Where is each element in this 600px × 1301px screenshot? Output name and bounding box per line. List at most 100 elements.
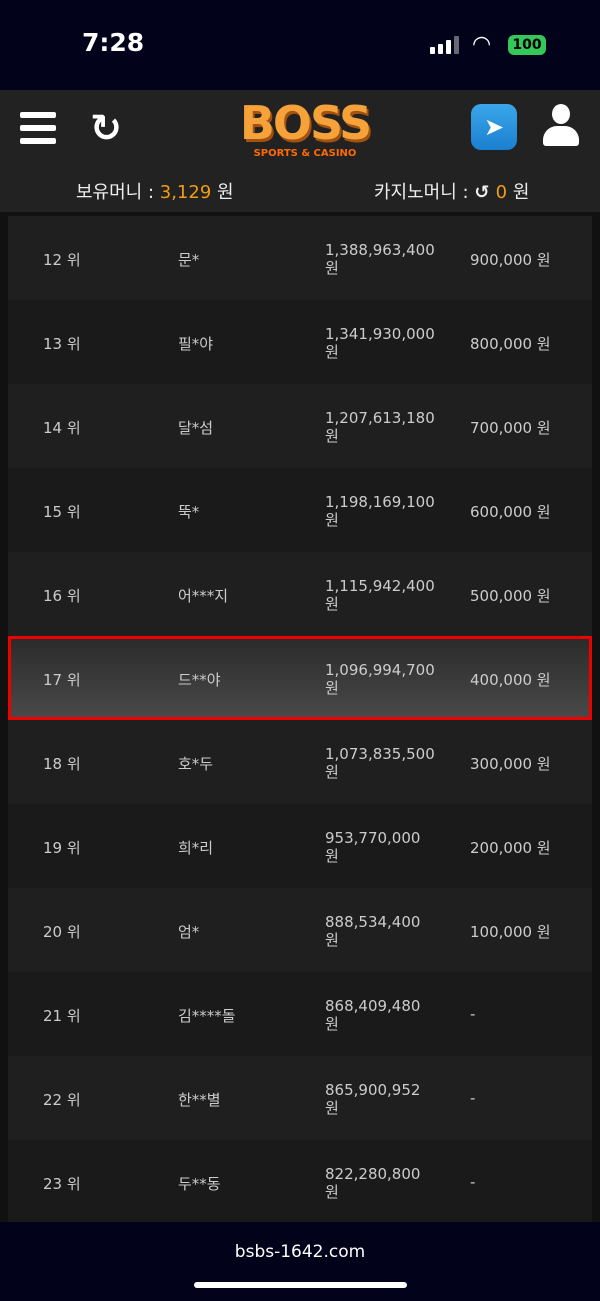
user-name: 엄* xyxy=(178,923,200,941)
battery-icon: 100 xyxy=(508,35,546,55)
amount-unit: 원 xyxy=(325,259,339,277)
amount-unit: 원 xyxy=(325,343,339,361)
rank: 12 위 xyxy=(43,251,81,269)
table-row-highlighted: 17 위 드**야 1,096,994,700 원 400,000 원 xyxy=(8,636,592,720)
bet-amount: 1,096,994,700 원 xyxy=(325,661,435,697)
amount-value: 1,115,942,400 xyxy=(325,577,435,595)
table-row: 23 위 두**동 822,280,800 원 - xyxy=(8,1140,592,1224)
wifi-icon: ◠ xyxy=(472,32,492,57)
bet-amount: 865,900,952 원 xyxy=(325,1081,420,1117)
logo[interactable]: BOSS SPORTS & CASINO xyxy=(225,98,385,168)
bet-amount: 868,409,480 원 xyxy=(325,997,420,1033)
menu-icon[interactable] xyxy=(20,112,56,144)
prize: 600,000 원 xyxy=(470,503,551,521)
amount-value: 822,280,800 xyxy=(325,1165,421,1183)
bet-amount: 1,388,963,400 원 xyxy=(325,241,435,277)
ranking-table: 12 위 문* 1,388,963,400 원 900,000 원 13 위 필*야… xyxy=(0,212,600,1224)
casino-money-unit: 원 xyxy=(507,182,530,203)
rank: 17 위 xyxy=(43,671,81,689)
table-row: 16 위 어***지 1,115,942,400 원 500,000 원 xyxy=(8,552,592,636)
prize: - xyxy=(470,1089,476,1107)
rank: 15 위 xyxy=(43,503,81,521)
user-name: 한**별 xyxy=(178,1091,221,1109)
header: ↻ BOSS SPORTS & CASINO ➤ xyxy=(0,90,600,170)
table-row: 18 위 호*두 1,073,835,500 원 300,000 원 xyxy=(8,720,592,804)
rank: 22 위 xyxy=(43,1091,81,1109)
amount-unit: 원 xyxy=(325,511,339,529)
table-row: 13 위 필*야 1,341,930,000 원 800,000 원 xyxy=(8,300,592,384)
rank: 14 위 xyxy=(43,419,81,437)
user-name: 김****돌 xyxy=(178,1007,236,1025)
table-row: 19 위 희*리 953,770,000 원 200,000 원 xyxy=(8,804,592,888)
table-row: 14 위 달*섬 1,207,613,180 원 700,000 원 xyxy=(8,384,592,468)
prize: 300,000 원 xyxy=(470,755,551,773)
held-money-unit: 원 xyxy=(211,182,234,203)
amount-value: 1,341,930,000 xyxy=(325,325,435,343)
amount-unit: 원 xyxy=(325,595,339,613)
held-money-label: 보유머니 : xyxy=(76,182,160,203)
amount-unit: 원 xyxy=(325,427,339,445)
clock: 7:28 xyxy=(82,28,145,57)
prize: - xyxy=(470,1005,476,1023)
amount-value: 1,096,994,700 xyxy=(325,661,435,679)
casino-money-label: 카지노머니 : xyxy=(374,182,475,203)
user-name: 드**야 xyxy=(178,671,221,689)
amount-value: 1,207,613,180 xyxy=(325,409,435,427)
status-bar: 7:28 ◠ 100 xyxy=(0,0,600,90)
rank: 13 위 xyxy=(43,335,81,353)
browser-bar: bsbs-1642.com xyxy=(0,1222,600,1301)
amount-value: 868,409,480 xyxy=(325,997,421,1015)
amount-unit: 원 xyxy=(325,847,339,865)
bet-amount: 1,115,942,400 원 xyxy=(325,577,435,613)
amount-unit: 원 xyxy=(325,679,339,697)
bet-amount: 822,280,800 원 xyxy=(325,1165,420,1201)
bet-amount: 953,770,000 원 xyxy=(325,829,420,865)
balance-bar: 보유머니 : 3,129 원 카지노머니 : ↺ 0 원 xyxy=(0,170,600,212)
user-name: 호*두 xyxy=(178,755,214,773)
amount-value: 888,534,400 xyxy=(325,913,421,931)
amount-unit: 원 xyxy=(325,763,339,781)
rank: 21 위 xyxy=(43,1007,81,1025)
prize: 100,000 원 xyxy=(470,923,551,941)
rank: 23 위 xyxy=(43,1175,81,1193)
prize: - xyxy=(470,1173,476,1191)
prize: 800,000 원 xyxy=(470,335,551,353)
bet-amount: 888,534,400 원 xyxy=(325,913,420,949)
refresh-icon[interactable]: ↻ xyxy=(90,106,122,150)
casino-refresh-icon[interactable]: ↺ xyxy=(474,182,496,203)
amount-unit: 원 xyxy=(325,1183,339,1201)
user-name: 희*리 xyxy=(178,839,214,857)
prize: 500,000 원 xyxy=(470,587,551,605)
url-text[interactable]: bsbs-1642.com xyxy=(234,1242,366,1262)
bet-amount: 1,207,613,180 원 xyxy=(325,409,435,445)
user-name: 달*섬 xyxy=(178,419,214,437)
rank: 16 위 xyxy=(43,587,81,605)
table-row: 15 위 뚝* 1,198,169,100 원 600,000 원 xyxy=(8,468,592,552)
amount-unit: 원 xyxy=(325,1015,339,1033)
rank: 20 위 xyxy=(43,923,81,941)
amount-unit: 원 xyxy=(325,931,339,949)
bet-amount: 1,341,930,000 원 xyxy=(325,325,435,361)
amount-value: 1,073,835,500 xyxy=(325,745,435,763)
table-row: 20 위 엄* 888,534,400 원 100,000 원 xyxy=(8,888,592,972)
amount-value: 865,900,952 xyxy=(325,1081,421,1099)
held-money-value: 3,129 xyxy=(159,182,212,203)
amount-value: 1,198,169,100 xyxy=(325,493,435,511)
prize: 400,000 원 xyxy=(470,671,551,689)
logo-text: BOSS xyxy=(239,96,372,150)
prize: 900,000 원 xyxy=(470,251,551,269)
bet-amount: 1,198,169,100 원 xyxy=(325,493,435,529)
prize: 700,000 원 xyxy=(470,419,551,437)
table-row: 22 위 한**별 865,900,952 원 - xyxy=(8,1056,592,1140)
home-indicator[interactable] xyxy=(194,1282,407,1288)
table-row: 21 위 김****돌 868,409,480 원 - xyxy=(8,972,592,1056)
logo-subtitle: SPORTS & CASINO xyxy=(253,148,357,159)
user-name: 필*야 xyxy=(178,335,214,353)
prize: 200,000 원 xyxy=(470,839,551,857)
amount-unit: 원 xyxy=(325,1099,339,1117)
telegram-icon[interactable]: ➤ xyxy=(471,104,517,150)
user-icon[interactable] xyxy=(543,104,579,150)
amount-value: 1,388,963,400 xyxy=(325,241,435,259)
held-money: 보유머니 : 3,129 원 xyxy=(76,178,234,204)
rank: 19 위 xyxy=(43,839,81,857)
